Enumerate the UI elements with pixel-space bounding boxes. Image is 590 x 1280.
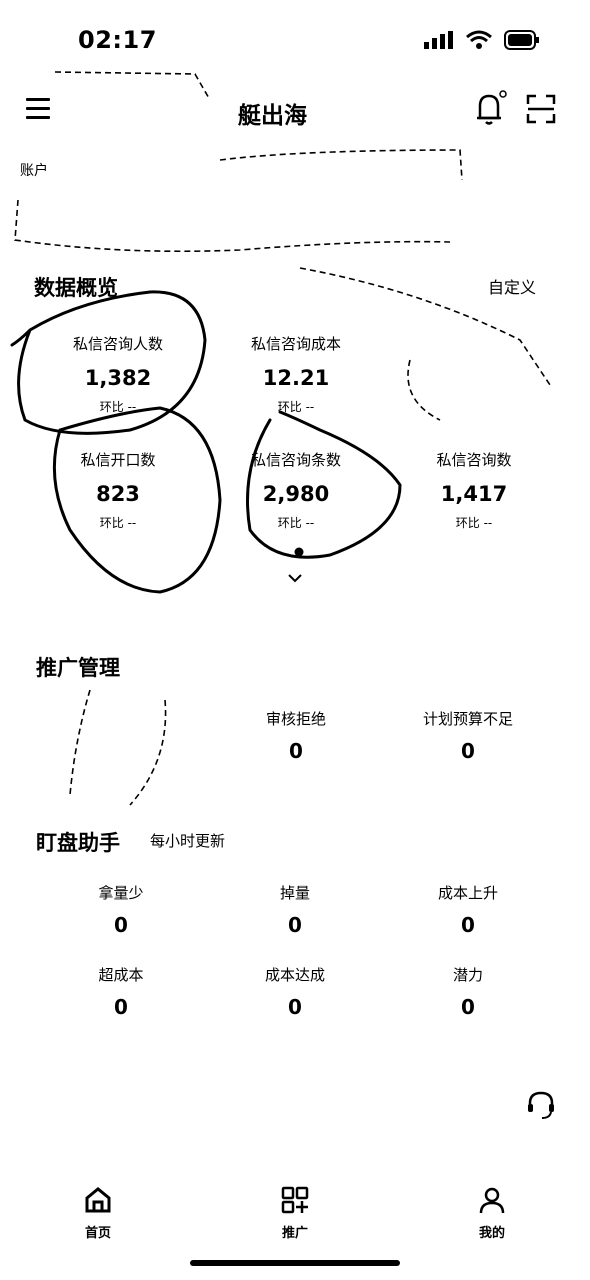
metric-value: 823	[96, 482, 140, 506]
monitor-item[interactable]: 成本上升 0	[373, 882, 563, 937]
wifi-icon	[466, 30, 492, 49]
menu-icon[interactable]	[26, 98, 50, 120]
metric-card[interactable]: 私信开口数 823 环比 --	[23, 449, 213, 531]
status-time: 02:17	[78, 26, 157, 54]
signal-icon	[424, 31, 453, 49]
apps-add-icon	[281, 1186, 309, 1214]
customize-link[interactable]: 自定义	[488, 278, 537, 297]
nav-label: 推广	[281, 1226, 308, 1241]
nav-label: 首页	[84, 1226, 111, 1241]
monitor-item-value: 0	[288, 995, 302, 1019]
metric-ratio: 环比 --	[99, 400, 137, 414]
nav-promotion[interactable]: 推广	[235, 1186, 355, 1241]
metric-value: 1,417	[440, 482, 508, 506]
chevron-down-icon[interactable]	[287, 573, 303, 583]
metric-card[interactable]: 私信咨询成本 12.21 环比 --	[201, 333, 391, 415]
user-icon	[479, 1187, 505, 1214]
page-title: 艇出海	[238, 103, 307, 129]
nav-home[interactable]: 首页	[38, 1186, 158, 1241]
metric-label: 私信开口数	[80, 451, 156, 469]
promotion-item-label: 计划预算不足	[422, 710, 513, 728]
monitor-item-label: 潜力	[452, 966, 483, 984]
monitor-item[interactable]: 拿量少 0	[26, 882, 216, 937]
monitor-item-label: 成本上升	[437, 884, 498, 902]
promotion-item-value: 0	[461, 739, 475, 763]
monitor-item-value: 0	[114, 995, 128, 1019]
monitor-item-label: 成本达成	[264, 966, 325, 984]
monitor-item[interactable]: 成本达成 0	[200, 964, 390, 1019]
metric-value: 12.21	[262, 366, 330, 390]
metric-value: 1,382	[84, 366, 152, 390]
metric-card[interactable]: 私信咨询人数 1,382 环比 --	[23, 333, 213, 415]
metric-card[interactable]: 私信咨询数 1,417 环比 --	[379, 449, 569, 531]
monitor-subtitle: 每小时更新	[150, 832, 226, 850]
monitor-item-value: 0	[288, 913, 302, 937]
monitor-title: 盯盘助手	[36, 831, 120, 855]
account-label: 账户	[20, 163, 48, 179]
monitor-item[interactable]: 潜力 0	[373, 964, 563, 1019]
metric-card[interactable]: 私信咨询条数 2,980 环比 --	[201, 449, 391, 531]
metric-label: 私信咨询成本	[250, 335, 341, 353]
monitor-item-value: 0	[461, 995, 475, 1019]
metric-label: 私信咨询人数	[72, 335, 163, 353]
monitor-item[interactable]: 超成本 0	[26, 964, 216, 1019]
monitor-item-value: 0	[114, 913, 128, 937]
metric-ratio: 环比 --	[277, 516, 315, 530]
monitor-item[interactable]: 掉量 0	[200, 882, 390, 937]
promotion-item[interactable]: 计划预算不足 0	[373, 708, 563, 763]
overview-title: 数据概览	[34, 276, 118, 300]
metric-value: 2,980	[262, 482, 330, 506]
customer-service-icon[interactable]	[526, 1090, 556, 1122]
metric-ratio: 环比 --	[455, 516, 493, 530]
status-icons	[424, 30, 540, 50]
nav-mine[interactable]: 我的	[432, 1186, 552, 1241]
metric-label: 私信咨询条数	[250, 451, 341, 469]
monitor-item-label: 掉量	[279, 884, 310, 902]
scan-icon[interactable]	[526, 94, 556, 124]
metric-label: 私信咨询数	[436, 451, 512, 469]
battery-icon	[504, 30, 539, 50]
monitor-item-label: 拿量少	[98, 884, 144, 902]
promotion-item-value: 0	[289, 739, 303, 763]
metric-ratio: 环比 --	[277, 400, 315, 414]
promotion-title: 推广管理	[36, 656, 120, 680]
home-icon	[85, 1187, 111, 1213]
monitor-item-label: 超成本	[98, 966, 144, 984]
metric-ratio: 环比 --	[99, 516, 137, 530]
notification-bell-icon[interactable]	[474, 90, 508, 128]
promotion-item[interactable]: 审核拒绝 0	[201, 708, 391, 763]
promotion-item-label: 审核拒绝	[265, 710, 326, 728]
monitor-item-value: 0	[461, 913, 475, 937]
home-indicator	[190, 1260, 400, 1266]
nav-label: 我的	[478, 1226, 505, 1241]
